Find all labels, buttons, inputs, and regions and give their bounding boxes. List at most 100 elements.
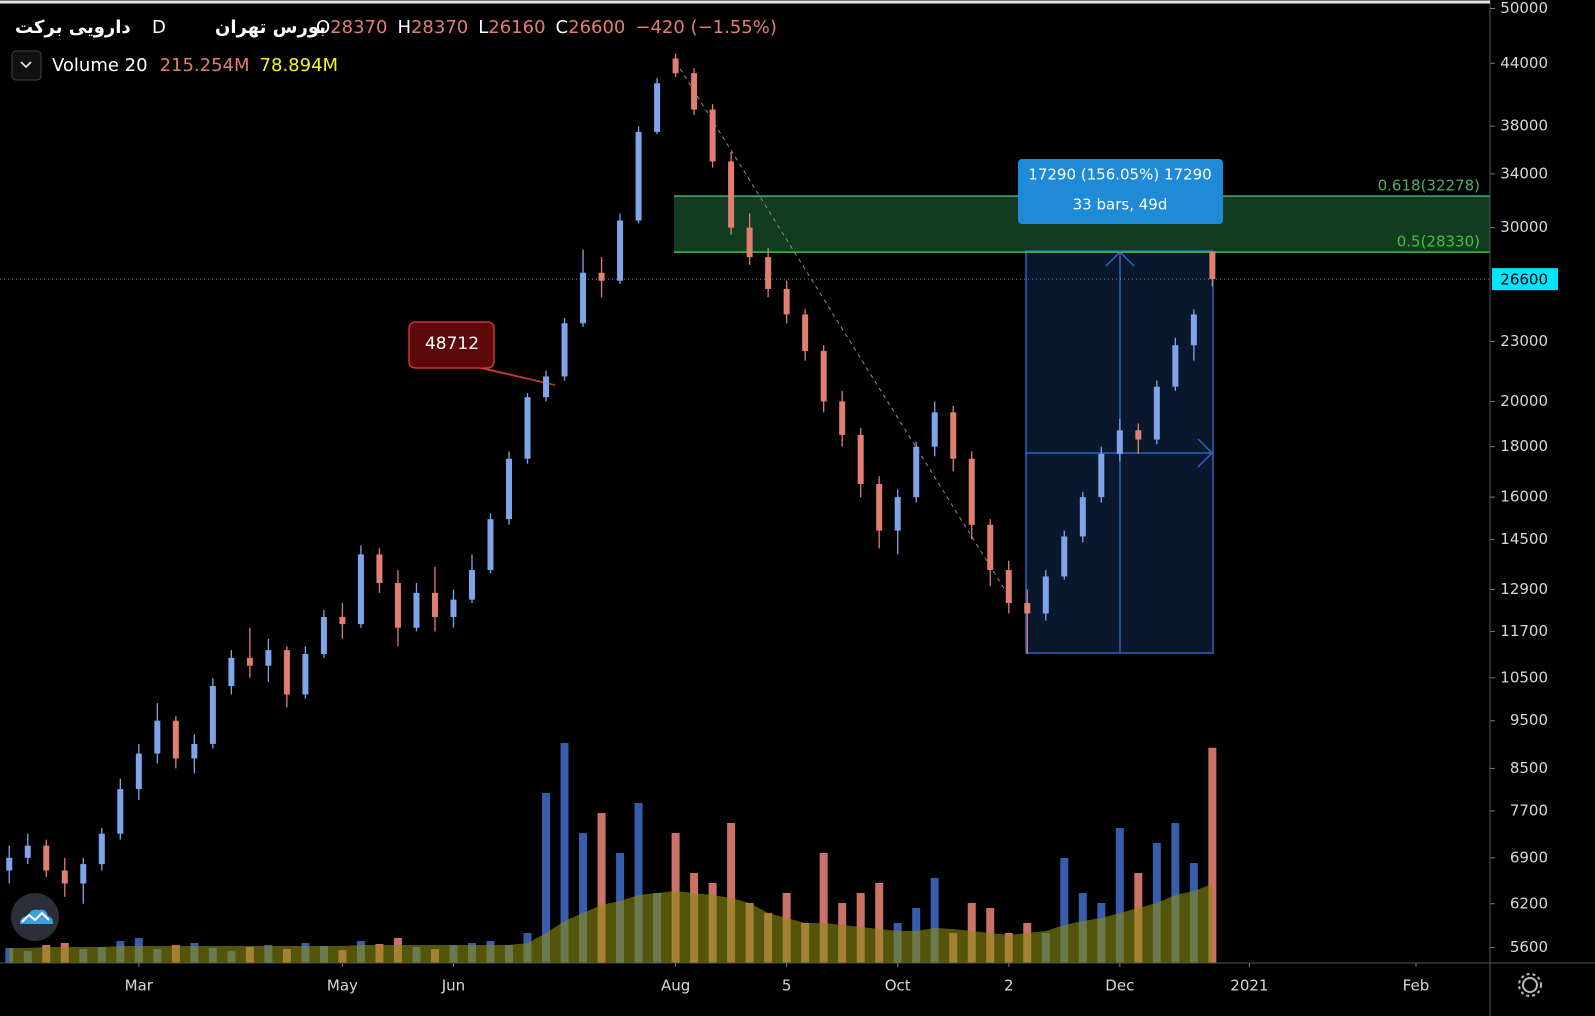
volume-bar <box>819 853 828 963</box>
candle-body <box>802 314 809 351</box>
y-tick-label: 7700 <box>1510 801 1548 819</box>
y-tick-label: 12900 <box>1500 580 1548 598</box>
logo-line <box>21 911 50 923</box>
candle-body <box>543 376 550 398</box>
y-tick-label: 6200 <box>1510 894 1548 912</box>
ohlc-value: 28370 <box>330 17 387 38</box>
candle-body <box>1024 603 1031 614</box>
candle-body <box>1116 430 1123 454</box>
y-tick-label: 11700 <box>1500 622 1548 640</box>
candle-body <box>43 845 50 871</box>
gear-teeth <box>1518 973 1542 997</box>
volume-bar <box>5 948 14 963</box>
y-tick-label: 9500 <box>1510 711 1548 729</box>
candle-body <box>598 272 605 281</box>
y-tick-label: 16000 <box>1500 488 1548 506</box>
volume-bar <box>727 823 736 963</box>
y-tick-label: 6900 <box>1510 848 1548 866</box>
candle-body <box>450 599 457 617</box>
candle-body <box>931 412 938 447</box>
settings-button[interactable] <box>1518 973 1542 997</box>
change: −420 (−1.55%) <box>635 17 776 38</box>
y-tick-label: 23000 <box>1500 332 1548 350</box>
candle-body <box>1079 497 1086 537</box>
volume-bar <box>579 833 588 963</box>
volume-pane <box>5 743 1217 963</box>
candle-body <box>24 845 31 858</box>
candle-body <box>80 864 87 884</box>
candle-body <box>820 350 827 402</box>
x-tick-label: Feb <box>1403 977 1430 995</box>
candle-body <box>580 272 587 324</box>
ohlc-value: 26160 <box>488 17 545 38</box>
last-price-label: 26600 <box>1500 271 1548 289</box>
y-tick-label: 34000 <box>1500 164 1548 182</box>
candle-body <box>135 753 142 790</box>
ohlc-value: 28370 <box>411 17 468 38</box>
candle-body <box>98 833 105 865</box>
volume-bar <box>542 793 551 963</box>
x-tick-label: Dec <box>1105 977 1134 995</box>
y-tick-label: 5600 <box>1510 938 1548 956</box>
candle-body <box>746 227 753 258</box>
volume-name: Volume 20 <box>52 55 148 76</box>
candle-body <box>1209 251 1216 280</box>
candle-body <box>394 582 401 628</box>
candle-body <box>1135 430 1142 440</box>
ohlc-key: C <box>556 17 569 38</box>
candles <box>6 53 1216 904</box>
measure-bars-text: 33 bars, 49d <box>1073 196 1168 214</box>
interval: D <box>152 17 166 38</box>
measure-label: 17290 (156.05%) 17290 33 bars, 49d <box>1018 159 1223 224</box>
candle-body <box>117 789 124 834</box>
measure-price-text: 17290 (156.05%) 17290 <box>1028 166 1211 184</box>
logo[interactable] <box>11 893 59 941</box>
gear <box>1522 977 1538 993</box>
candle-body <box>1005 570 1012 604</box>
exchange: بورس تهران <box>215 17 326 38</box>
candle-body <box>228 657 235 687</box>
candle-body <box>987 524 994 571</box>
fib-label: 0.618(32278) <box>1378 177 1480 195</box>
x-tick-label: Aug <box>661 977 690 995</box>
volume-bar <box>1060 858 1069 963</box>
logo-cloud <box>20 909 53 924</box>
legend-header: دارویی برکت D بورس تهران Volume 20 O 2837… <box>11 17 777 81</box>
ohlc-key: O <box>316 17 330 38</box>
x-tick-label: 2021 <box>1230 977 1268 995</box>
candle-body <box>783 288 790 315</box>
volume-value: 215.254M <box>160 55 250 76</box>
candle-body <box>1172 345 1179 387</box>
x-tick-label: Oct <box>885 977 911 995</box>
candle-body <box>191 743 198 759</box>
x-tick-label: Mar <box>125 977 154 995</box>
y-tick-label: 20000 <box>1500 392 1548 410</box>
y-tick-label: 44000 <box>1500 54 1548 72</box>
y-tick-label: 50000 <box>1500 0 1548 17</box>
y-tick-label: 8500 <box>1510 759 1548 777</box>
candle-body <box>839 401 846 435</box>
x-tick-label: May <box>327 977 358 995</box>
candle-body <box>654 83 661 132</box>
candle-body <box>1061 536 1068 577</box>
candle-body <box>61 870 68 884</box>
price-axis-bg <box>1490 0 1595 1016</box>
y-tick-label: 18000 <box>1500 437 1548 455</box>
candle-body <box>357 554 364 625</box>
axes: 50000 44000 38000 34000 30000 23000 20000 18000… <box>125 0 1558 995</box>
x-tick-label: 5 <box>782 977 792 995</box>
candle-body <box>894 497 901 531</box>
candle-body <box>524 397 531 459</box>
candle-body <box>487 519 494 571</box>
candle-body <box>617 220 624 281</box>
candle-body <box>431 592 438 617</box>
candle-body <box>950 412 957 459</box>
time-axis-bg <box>0 963 1595 1016</box>
x-tick-label: 2 <box>1004 977 1014 995</box>
volume-bar <box>597 813 606 963</box>
candle-body <box>209 686 216 744</box>
candle-body <box>1042 576 1049 614</box>
candle-body <box>672 58 679 74</box>
candle-body <box>561 323 568 377</box>
measure-label-box <box>1018 159 1223 224</box>
